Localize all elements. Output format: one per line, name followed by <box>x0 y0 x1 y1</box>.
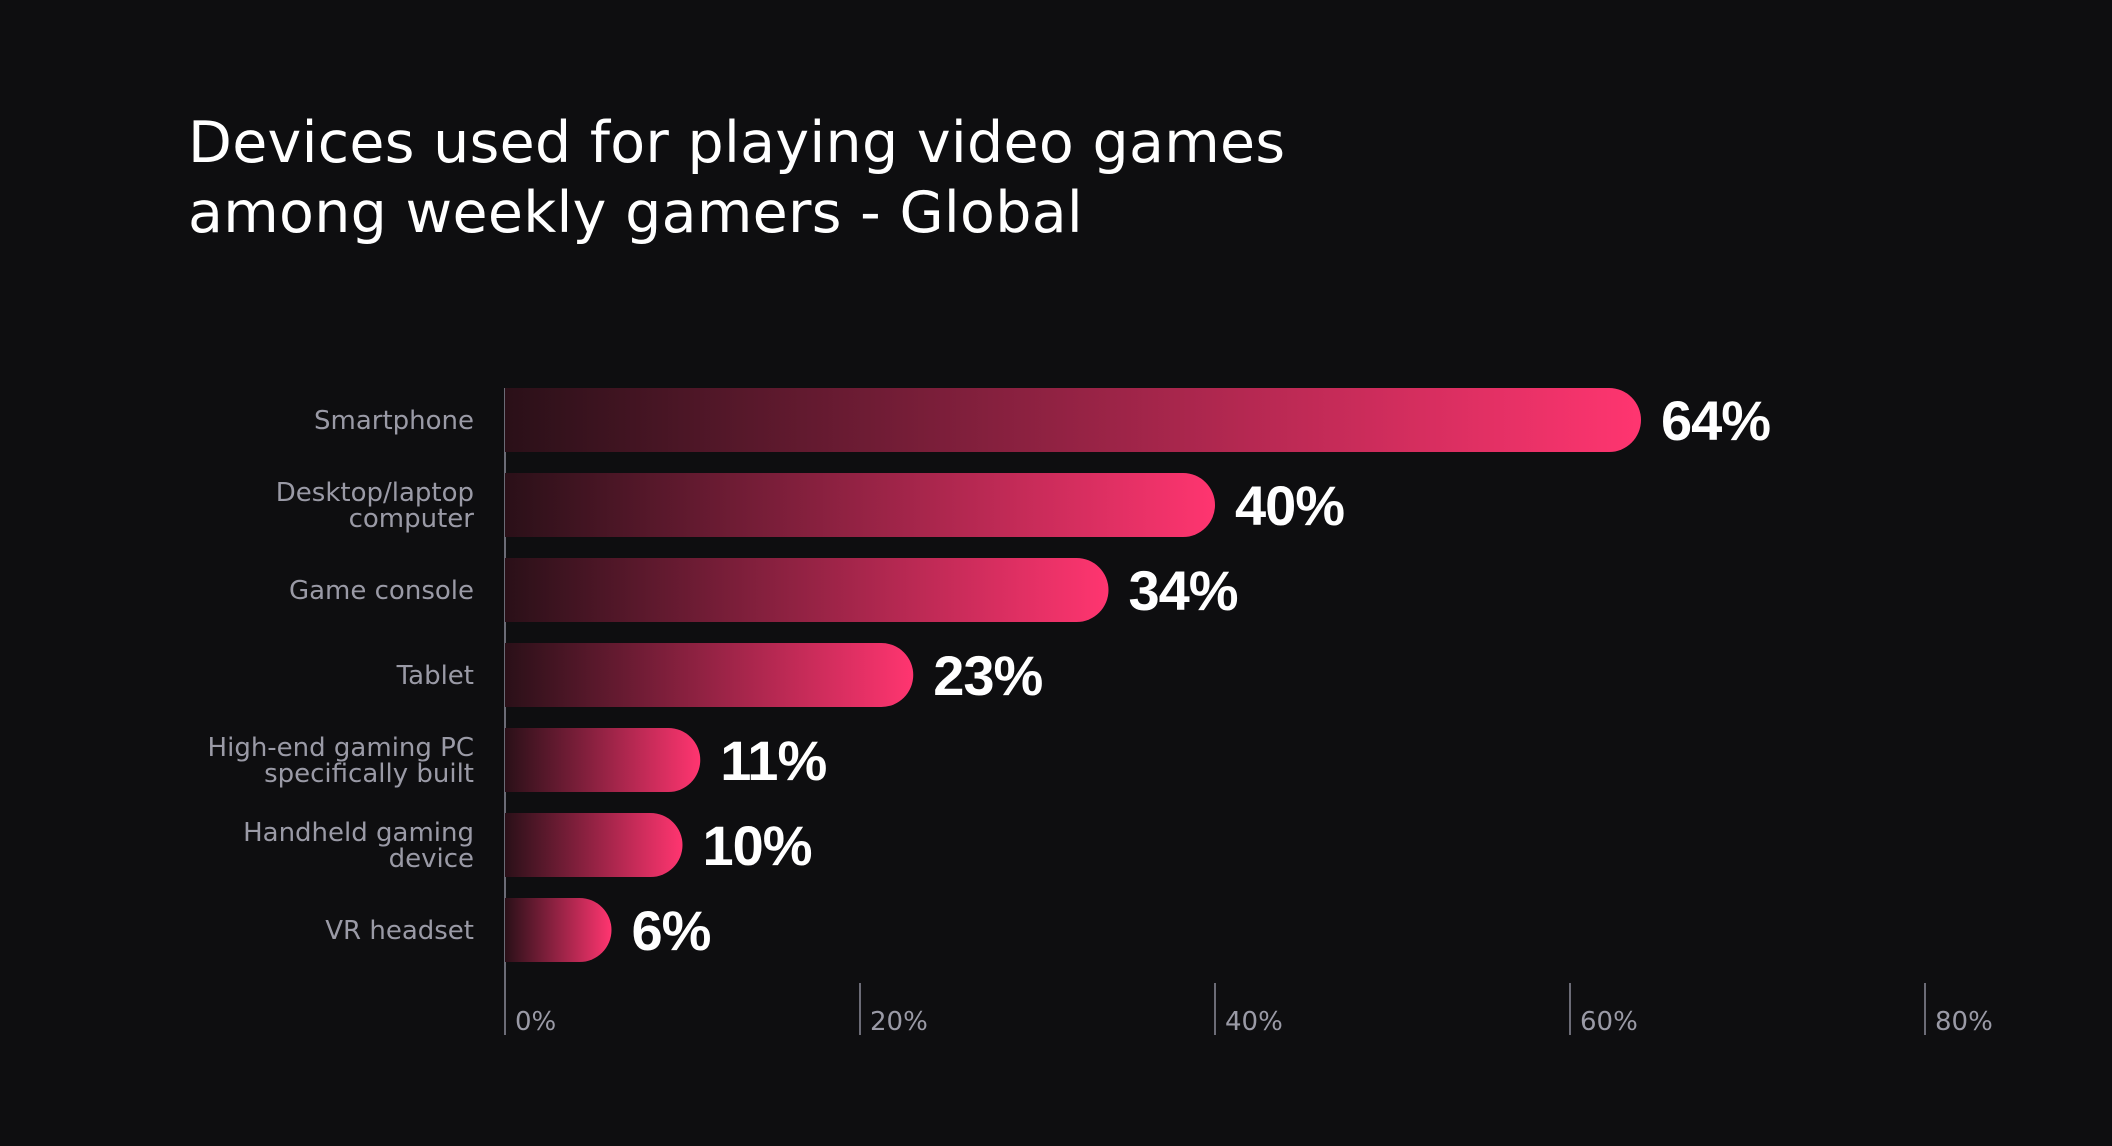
category-label: Tablet <box>396 661 474 691</box>
x-tick-label: 40% <box>1225 1007 1283 1037</box>
bar-value-label: 23% <box>933 644 1042 707</box>
bar-value-label: 34% <box>1129 559 1238 622</box>
category-label: specifically built <box>264 759 474 789</box>
x-tick-label: 80% <box>1935 1007 1993 1037</box>
chart-title: Devices used for playing video games amo… <box>188 108 1285 248</box>
chart-title-line-2: among weekly gamers - Global <box>188 180 1084 246</box>
x-tick-label: 60% <box>1580 1007 1638 1037</box>
bar-value-label: 40% <box>1235 474 1344 537</box>
bar-value-label: 64% <box>1661 389 1770 452</box>
bar-value-label: 10% <box>703 814 812 877</box>
category-label: computer <box>349 504 475 534</box>
chart-title-line-1: Devices used for playing video games <box>188 110 1286 176</box>
bar-value-label: 11% <box>720 729 826 792</box>
category-label: Handheld gaming <box>243 818 474 848</box>
category-label: High-end gaming PC <box>208 733 474 763</box>
bar <box>505 558 1109 622</box>
category-label: Game console <box>289 576 474 606</box>
bar <box>505 473 1215 537</box>
category-label: device <box>389 844 474 874</box>
x-tick-label: 20% <box>870 1007 928 1037</box>
bar <box>505 813 683 877</box>
category-label: Smartphone <box>314 406 474 436</box>
bar <box>505 388 1641 452</box>
bar <box>505 643 914 707</box>
bar <box>505 728 701 792</box>
category-label: Desktop/laptop <box>276 478 474 508</box>
category-label: VR headset <box>325 916 474 946</box>
bar-value-label: 6% <box>632 899 711 962</box>
bar <box>505 898 612 962</box>
x-tick-label: 0% <box>515 1007 556 1037</box>
